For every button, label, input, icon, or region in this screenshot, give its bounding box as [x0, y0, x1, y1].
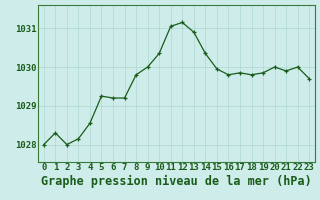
X-axis label: Graphe pression niveau de la mer (hPa): Graphe pression niveau de la mer (hPa) — [41, 175, 312, 188]
